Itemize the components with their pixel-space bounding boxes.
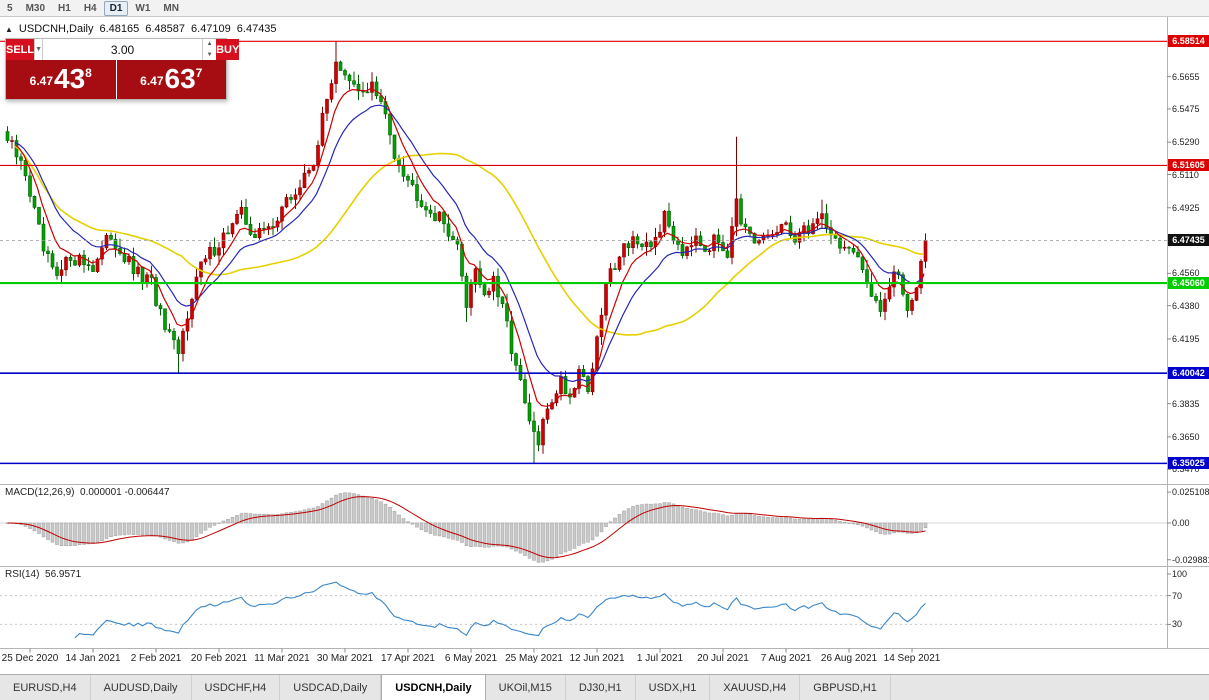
price-level-badge: 6.35025 <box>1168 457 1209 470</box>
price-tick-label: 6.4560 <box>1172 268 1200 279</box>
timeframe-button-d1[interactable]: D1 <box>103 0 129 16</box>
chart-tab-eurusd-h4[interactable]: EURUSD,H4 <box>0 675 91 700</box>
chart-tab-ukoil-m15[interactable]: UKOil,M15 <box>486 675 566 700</box>
chart-tab-usdx-h1[interactable]: USDX,H1 <box>636 675 711 700</box>
price-level-badge: 6.45060 <box>1168 277 1209 290</box>
date-label: 6 May 2021 <box>444 653 498 664</box>
candles <box>5 41 928 464</box>
chart-tab-usdcad-daily[interactable]: USDCAD,Daily <box>280 675 382 700</box>
symbol-title: USDCNH,Daily <box>18 23 94 35</box>
date-label: 12 Jun 2021 <box>569 653 625 664</box>
low-value: 6.47109 <box>191 23 231 35</box>
lot-stepper[interactable]: ▲ ▼ <box>202 39 216 60</box>
chart-tab-usdchf-h4[interactable]: USDCHF,H4 <box>192 675 281 700</box>
close-value: 6.47435 <box>236 23 277 35</box>
macd-values: 0.000001 -0.006447 <box>80 487 170 498</box>
macd-indicator-label: MACD(12,26,9) 0.000001 -0.006447 <box>5 487 170 498</box>
buy-price-prefix: 6.47 <box>140 74 164 88</box>
buy-price-big: 63 <box>164 63 196 94</box>
buy-button[interactable]: BUY <box>216 39 240 60</box>
price-tick-label: 6.3835 <box>1172 398 1200 409</box>
chart-tab-gbpusd-h1[interactable]: GBPUSD,H1 <box>800 675 891 700</box>
price-tick-label: 6.5290 <box>1172 137 1200 148</box>
direction-up-icon: ▲ <box>5 24 13 34</box>
price-tick-label: 6.5475 <box>1172 103 1200 114</box>
timeframe-button-h1[interactable]: H1 <box>58 2 71 14</box>
date-label: 1 Jul 2021 <box>636 653 684 664</box>
period-toolbar: 5 M30 H1 H4 D1 W1 MN <box>0 0 1209 17</box>
date-label: 25 May 2021 <box>505 653 563 664</box>
stepper-down-icon[interactable]: ▼ <box>206 51 213 58</box>
price-tick-label: 6.5655 <box>1172 71 1200 82</box>
date-label: 14 Sep 2021 <box>883 653 941 664</box>
rsi-value: 56.9571 <box>45 569 82 580</box>
date-label: 20 Jul 2021 <box>697 653 749 664</box>
chart-tab-dj30-h1[interactable]: DJ30,H1 <box>566 675 636 700</box>
axis-ticks <box>29 76 1171 653</box>
macd-tick-label: 0.00 <box>1172 518 1190 528</box>
sell-price-prefix: 6.47 <box>29 74 53 88</box>
price-tick-label: 6.3650 <box>1172 431 1200 442</box>
rsi-indicator-label: RSI(14) 56.9571 <box>5 569 82 580</box>
price-level-badge: 6.40042 <box>1168 367 1209 380</box>
rsi-tick-label: 30 <box>1172 619 1183 630</box>
timeframe-button-w1[interactable]: W1 <box>135 2 151 14</box>
price-tick-label: 6.5110 <box>1172 169 1199 180</box>
open-value: 6.48165 <box>99 23 140 35</box>
rsi-tick-label: 100 <box>1172 569 1188 579</box>
timeframe-button-m30[interactable]: M30 <box>25 2 46 14</box>
sell-price-display[interactable]: 6.47 43 8 <box>6 60 116 99</box>
macd-tick-label: -0.029881 <box>1172 554 1209 565</box>
rsi-panel <box>0 581 1167 639</box>
date-label: 30 Mar 2021 <box>316 653 374 664</box>
price-tick-label: 6.4925 <box>1172 202 1200 213</box>
date-label: 25 Dec 2020 <box>1 653 59 664</box>
price-scale[interactable]: 6.5655 6.5475 6.5290 6.5110 6.4925 6.4560 6.43… <box>1168 17 1209 649</box>
moving-average-lines <box>14 88 925 407</box>
price-chart[interactable] <box>0 17 1209 674</box>
macd-tick-label: 0.025108 <box>1172 487 1209 498</box>
stepper-up-icon[interactable]: ▲ <box>206 41 213 48</box>
rsi-tick-label: 70 <box>1172 590 1183 601</box>
price-tick-label: 6.4380 <box>1172 300 1200 311</box>
date-label: 2 Feb 2021 <box>130 653 182 664</box>
price-level-badge: 6.58514 <box>1168 35 1209 48</box>
date-label: 14 Jan 2021 <box>65 653 121 664</box>
price-level-badge: 6.51605 <box>1168 159 1209 172</box>
date-label: 20 Feb 2021 <box>190 653 248 664</box>
buy-price-pip: 7 <box>195 66 203 80</box>
timeframe-button-5[interactable]: 5 <box>7 2 13 14</box>
date-label: 7 Aug 2021 <box>760 653 812 664</box>
timeframe-button-mn[interactable]: MN <box>163 2 179 14</box>
chart-window: ▲ USDCNH,Daily 6.48165 6.48587 6.47109 6… <box>0 17 1209 674</box>
date-label: 11 Mar 2021 <box>254 653 310 664</box>
current-price-badge: 6.47435 <box>1168 234 1209 247</box>
chart-tab-bar: EURUSD,H4 AUDUSD,Daily USDCHF,H4 USDCAD,Dai… <box>0 674 1209 700</box>
macd-panel <box>0 492 1167 563</box>
date-label: 17 Apr 2021 <box>381 653 435 664</box>
sell-price-big: 43 <box>54 63 86 94</box>
chart-tab-usdcnh-daily[interactable]: USDCNH,Daily <box>381 675 486 700</box>
time-scale[interactable]: 25 Dec 2020 14 Jan 2021 2 Feb 2021 20 Feb 2… <box>0 653 1167 669</box>
chart-tab-audusd-daily[interactable]: AUDUSD,Daily <box>91 675 192 700</box>
date-label: 26 Aug 2021 <box>820 653 878 664</box>
panel-separators <box>0 17 1209 649</box>
lot-dropdown-icon[interactable]: ▼ <box>34 39 44 60</box>
price-level-lines <box>0 40 1167 465</box>
sell-price-pip: 8 <box>85 66 92 80</box>
chart-ohlc-header: ▲ USDCNH,Daily 6.48165 6.48587 6.47109 6… <box>5 23 277 35</box>
sell-button[interactable]: SELL <box>6 39 35 60</box>
chart-tab-xauusd-h4[interactable]: XAUUSD,H4 <box>710 675 801 700</box>
timeframe-button-h4[interactable]: H4 <box>83 2 97 14</box>
one-click-trading-panel: SELL ▼ ▲ ▼ BUY 6.47 43 8 6.47 63 7 <box>5 38 240 100</box>
price-tick-label: 6.4195 <box>1172 333 1200 344</box>
lot-size-input[interactable] <box>43 39 203 60</box>
high-value: 6.48587 <box>145 23 186 35</box>
buy-price-display[interactable]: 6.47 63 7 <box>116 60 226 99</box>
